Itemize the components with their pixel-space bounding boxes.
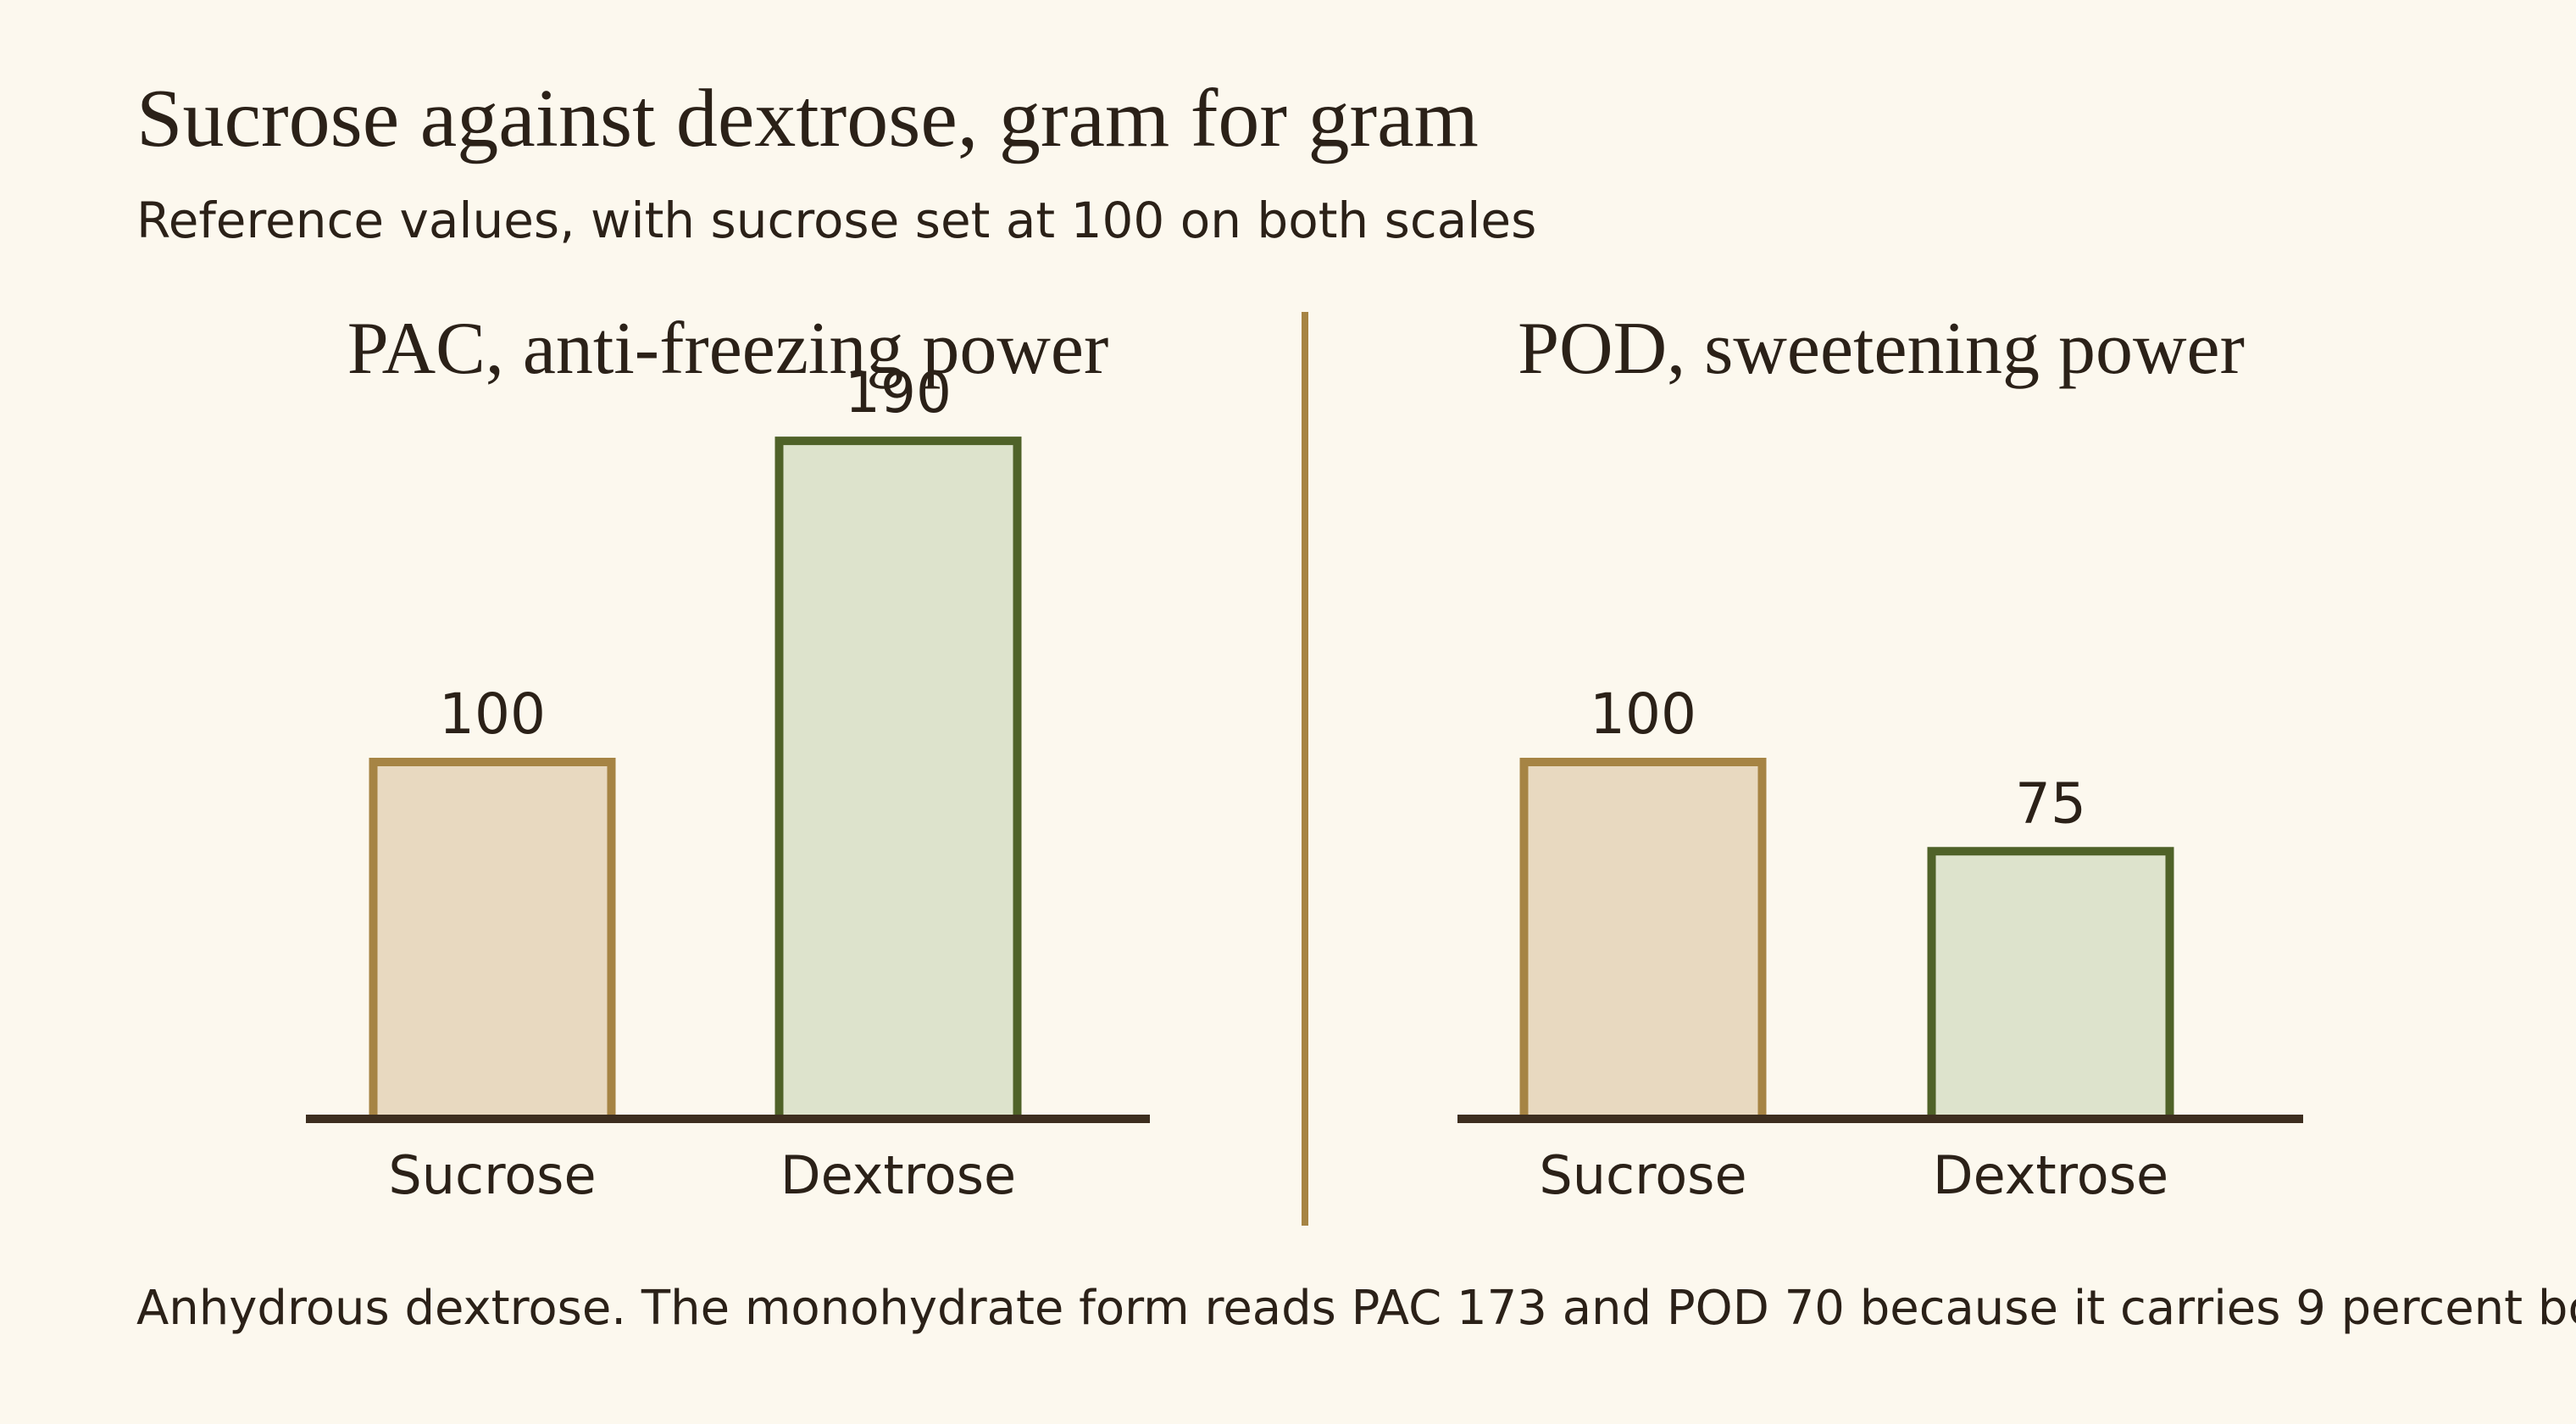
bar [369,758,616,1123]
chart-title: PAC, anti-freezing power [347,308,1109,390]
x-tick-label: Dextrose [1933,1144,2168,1206]
footnote: Anhydrous dextrose. The monohydrate form… [136,1281,2576,1336]
x-tick-label: Dextrose [780,1144,1016,1206]
value-label: 100 [1590,681,1696,747]
bar [1519,758,1767,1123]
value-label: 75 [2015,770,2086,836]
value-label: 190 [845,360,952,426]
page-subtitle: Reference values, with sucrose set at 10… [136,192,1536,249]
x-tick-label: Sucrose [1539,1144,1746,1206]
value-label: 100 [439,681,546,747]
bar [1927,847,2174,1123]
x-tick-label: Sucrose [388,1144,596,1206]
bar [774,437,1022,1123]
page-title: Sucrose against dextrose, gram for gram [136,73,1479,164]
chart-title: POD, sweetening power [1518,308,2245,390]
